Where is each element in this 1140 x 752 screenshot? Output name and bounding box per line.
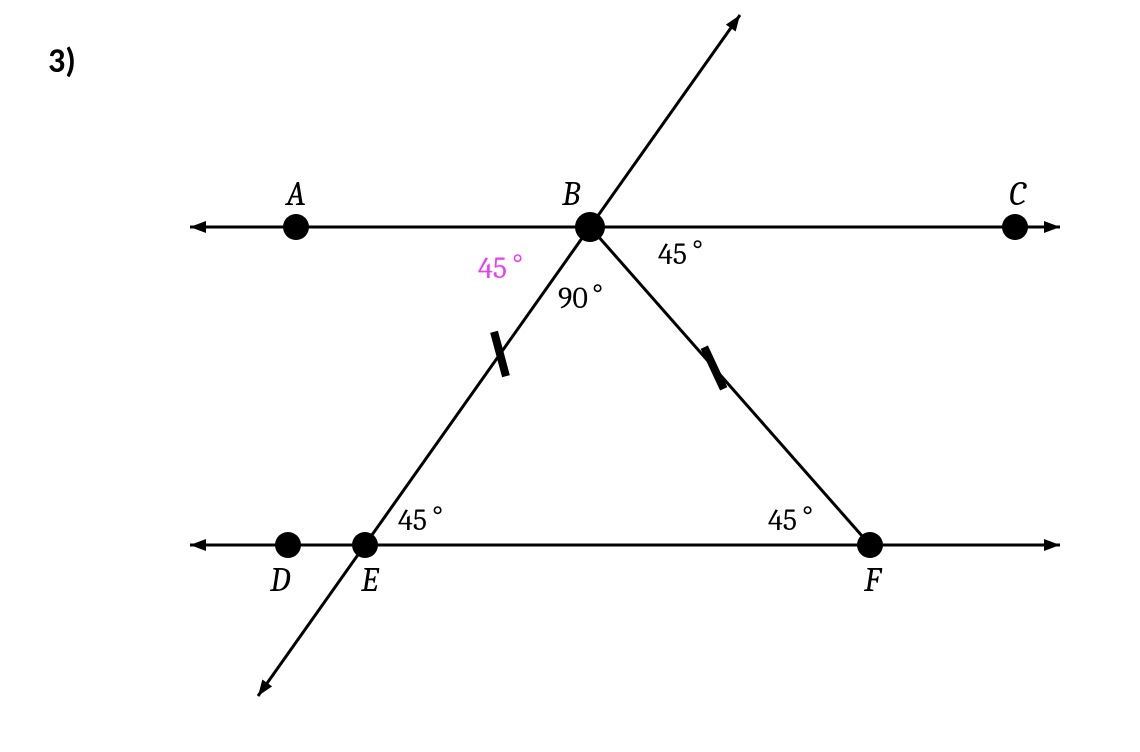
svg-text:45: 45 (768, 503, 797, 538)
problem-number: 3) (48, 41, 76, 82)
svg-text:45: 45 (658, 237, 687, 272)
point-E (352, 532, 378, 558)
svg-text:90: 90 (558, 281, 588, 316)
point-B (575, 212, 605, 242)
point-label-E: E (360, 560, 380, 600)
point-C (1002, 214, 1028, 240)
point-label-F: F (863, 560, 883, 600)
point-F (857, 532, 883, 558)
svg-text:45: 45 (398, 503, 427, 538)
background (0, 0, 1140, 752)
point-label-C: C (1009, 174, 1027, 214)
point-label-B: B (561, 174, 581, 214)
svg-text:45: 45 (478, 251, 507, 286)
point-label-A: A (284, 174, 306, 214)
point-A (283, 214, 309, 240)
point-label-D: D (269, 560, 291, 600)
point-D (275, 532, 301, 558)
